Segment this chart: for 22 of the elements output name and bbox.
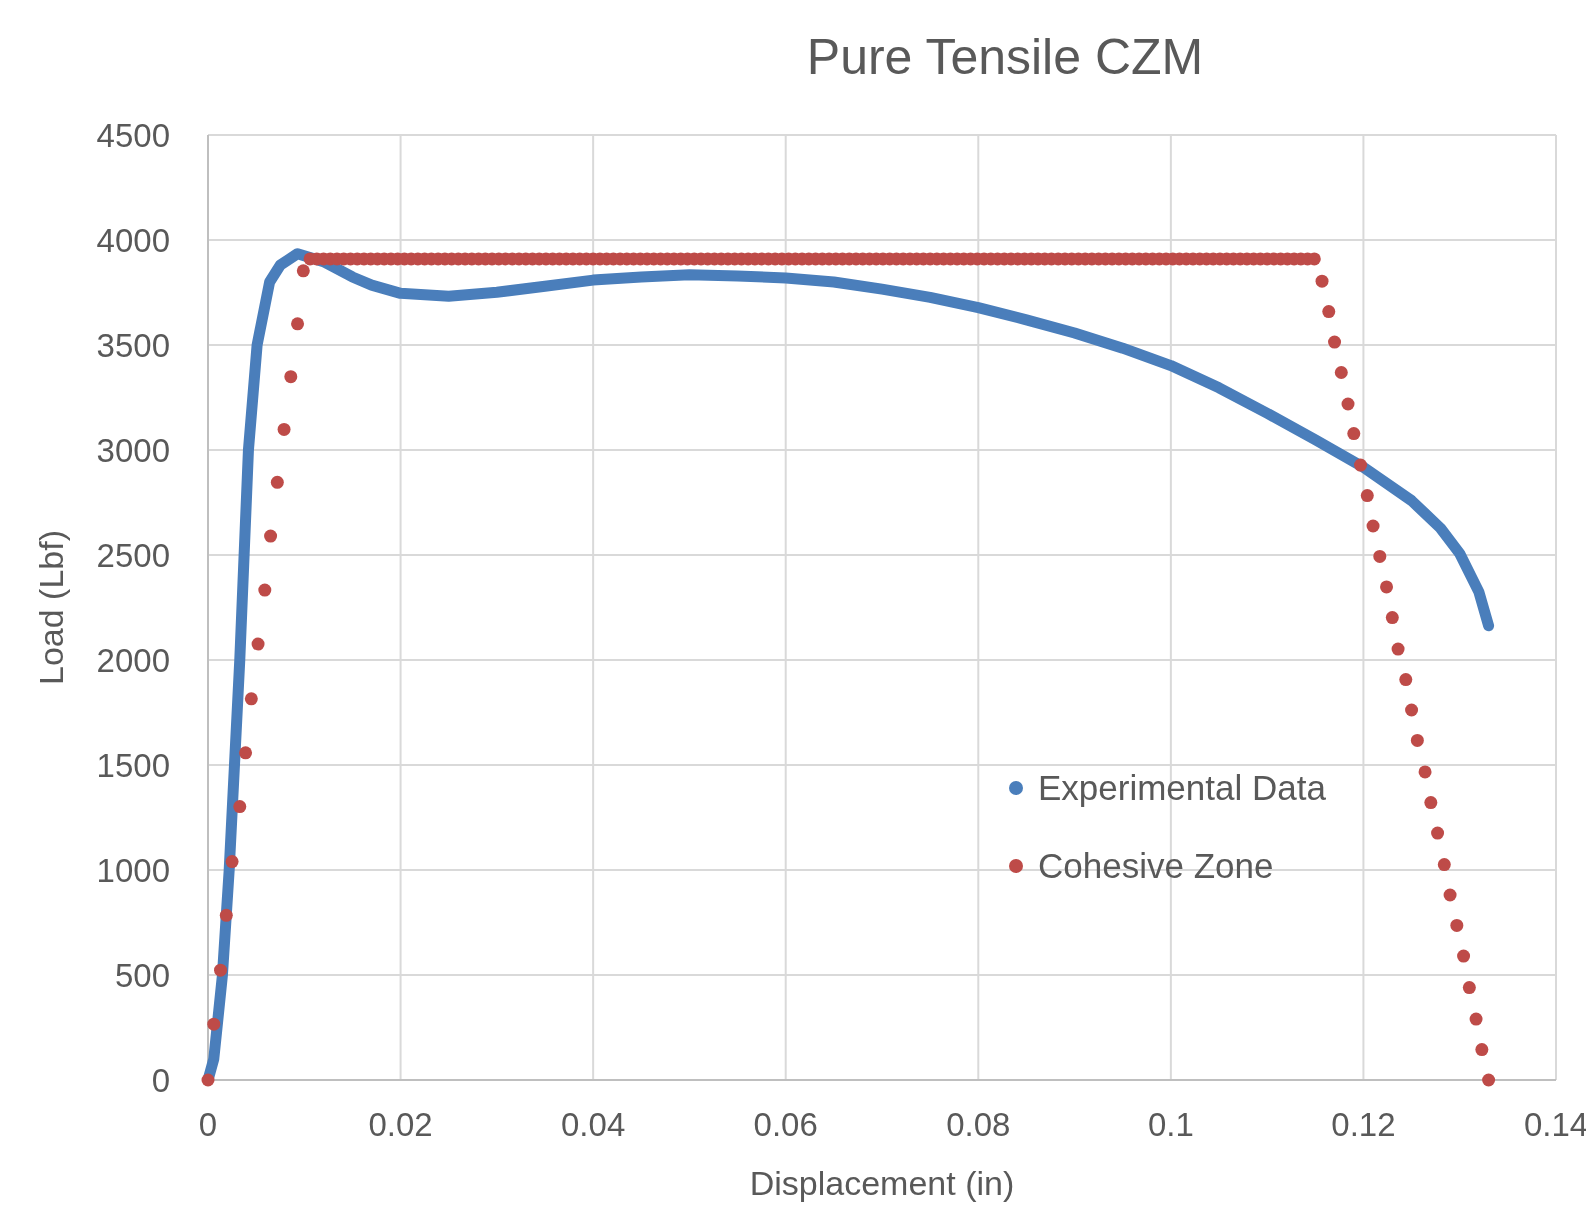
legend-label: Cohesive Zone — [1038, 846, 1274, 885]
x-tick-label: 0.08 — [946, 1106, 1011, 1143]
y-tick-label: 500 — [114, 957, 170, 994]
chart-title: Pure Tensile CZM — [806, 29, 1204, 85]
y-tick-label: 3500 — [96, 327, 170, 364]
y-tick-label: 2500 — [96, 537, 170, 574]
x-tick-label: 0.02 — [368, 1106, 433, 1143]
legend-label: Experimental Data — [1038, 768, 1327, 807]
x-tick-label: 0.12 — [1331, 1106, 1396, 1143]
x-tick-label: 0 — [198, 1106, 218, 1143]
y-tick-label: 3000 — [96, 432, 170, 469]
x-tick-label: 0.04 — [561, 1106, 626, 1143]
y-tick-label: 4500 — [96, 117, 170, 154]
x-tick-label: 0.1 — [1147, 1106, 1194, 1143]
y-tick-label: 2000 — [96, 642, 170, 679]
y-tick-label: 4000 — [96, 222, 170, 259]
y-tick-label: 1000 — [96, 852, 170, 889]
y-axis-title: Load (Lbf) — [32, 530, 70, 685]
x-axis-title: Displacement (in) — [749, 1164, 1015, 1202]
x-tick-label: 0.06 — [753, 1106, 818, 1143]
y-tick-label: 1500 — [96, 747, 170, 784]
y-tick-label: 0 — [151, 1062, 170, 1099]
